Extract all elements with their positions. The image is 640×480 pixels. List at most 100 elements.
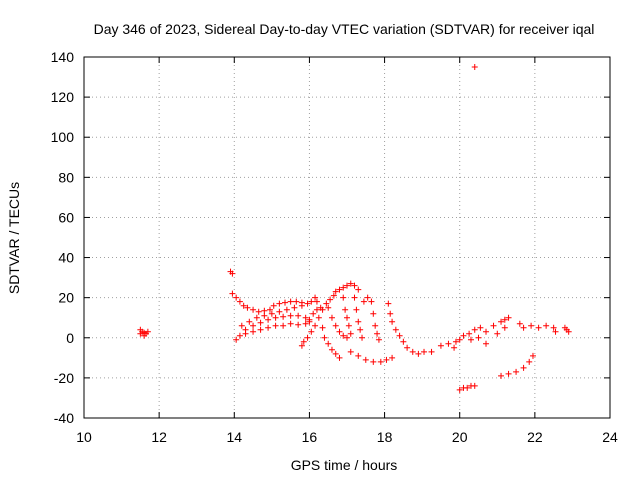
data-point (428, 348, 435, 355)
data-point (295, 321, 302, 328)
data-point (456, 386, 463, 393)
data-point (246, 318, 253, 325)
data-point (340, 332, 347, 339)
data-point (304, 334, 311, 341)
data-point (265, 316, 272, 323)
data-point (330, 292, 337, 299)
data-point (490, 322, 497, 329)
y-tick-label: -40 (54, 410, 74, 426)
data-point (266, 306, 273, 313)
data-point (250, 328, 257, 335)
data-point (513, 368, 520, 375)
data-point (370, 310, 377, 317)
data-point (287, 320, 294, 327)
data-point (328, 314, 335, 321)
data-point (421, 348, 428, 355)
y-tick-label: 80 (58, 169, 74, 185)
data-point (372, 322, 379, 329)
data-point (347, 348, 354, 355)
data-point (543, 322, 550, 329)
y-tick-label: 0 (66, 330, 74, 346)
x-tick-label: 24 (602, 429, 618, 445)
data-point (370, 358, 377, 365)
data-point (276, 308, 283, 315)
data-point (396, 332, 403, 339)
plot-frame (83, 56, 611, 419)
grid-lines (84, 57, 610, 418)
data-point (141, 329, 148, 336)
data-point (295, 312, 302, 319)
data-point (336, 286, 343, 293)
x-tick-label: 12 (151, 429, 167, 445)
y-tick-label: -20 (54, 370, 74, 386)
x-tick-label: 16 (302, 429, 318, 445)
data-point (520, 364, 527, 371)
data-point (342, 306, 349, 313)
data-point (325, 304, 332, 311)
data-point (287, 298, 294, 305)
data-point (387, 310, 394, 317)
x-axis-label: GPS time / hours (291, 457, 398, 473)
data-point (240, 302, 247, 309)
data-point (498, 318, 505, 325)
y-tick-label: 140 (51, 49, 75, 65)
data-point (464, 384, 471, 391)
data-point (452, 338, 459, 345)
data-point (336, 354, 343, 361)
data-point (306, 316, 313, 323)
data-point (319, 324, 326, 331)
data-point (467, 336, 474, 343)
data-point (250, 306, 257, 313)
y-tick-label: 20 (58, 290, 74, 306)
data-point (460, 332, 467, 339)
data-point (483, 328, 490, 335)
data-point (287, 312, 294, 319)
data-point (280, 322, 287, 329)
data-point (501, 324, 508, 331)
data-point (282, 299, 289, 306)
data-point (347, 280, 354, 287)
data-point (385, 300, 392, 307)
data-point (308, 328, 315, 335)
data-point (437, 342, 444, 349)
data-point (355, 318, 362, 325)
data-point (312, 294, 319, 301)
data-point (255, 308, 262, 315)
data-point (229, 270, 236, 277)
data-point (336, 328, 343, 335)
data-point (351, 282, 358, 289)
data-point (327, 296, 334, 303)
data-point (357, 326, 364, 333)
data-points (137, 64, 572, 393)
chart-title: Day 346 of 2023, Sidereal Day-to-day VTE… (94, 21, 595, 37)
data-point (471, 64, 478, 71)
data-point (276, 300, 283, 307)
data-point (302, 320, 309, 327)
data-point (516, 320, 523, 327)
data-point (270, 302, 277, 309)
data-point (137, 326, 144, 333)
data-point (321, 334, 328, 341)
data-point (233, 336, 240, 343)
data-point (265, 324, 272, 331)
data-point (526, 358, 533, 365)
data-point (257, 326, 264, 333)
data-point (552, 328, 559, 335)
y-tick-label: 120 (51, 89, 75, 105)
data-point (344, 314, 350, 321)
y-tick-label: 60 (58, 209, 74, 225)
data-point (377, 358, 384, 365)
data-point (310, 310, 317, 317)
data-point (238, 322, 245, 329)
data-point (332, 350, 339, 357)
data-point (505, 370, 512, 377)
data-point (451, 344, 458, 351)
data-point (328, 346, 335, 353)
x-tick-label: 18 (377, 429, 393, 445)
data-point (298, 302, 305, 309)
data-point (332, 288, 339, 295)
data-point (345, 322, 352, 329)
data-point (272, 314, 279, 321)
data-point (565, 328, 572, 335)
data-point (236, 332, 243, 339)
